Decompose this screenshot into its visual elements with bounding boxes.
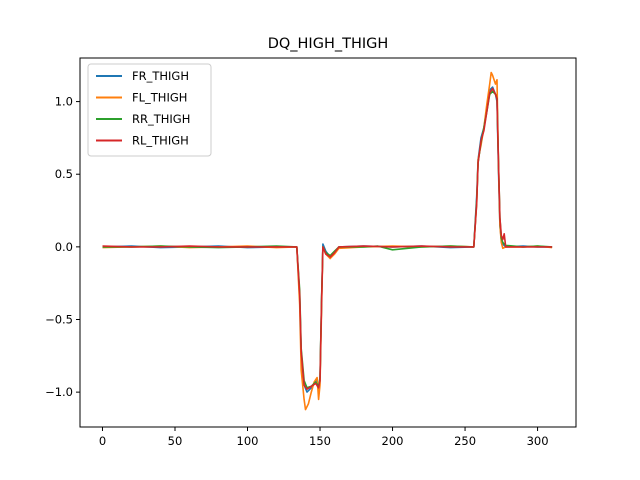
x-axis: 0 50 100 150 200 250 300 <box>99 427 549 448</box>
x-tick-label: 200 <box>382 434 404 448</box>
legend-box <box>87 63 212 157</box>
x-tick-label: 300 <box>527 434 549 448</box>
y-tick-label: 0.0 <box>55 240 73 254</box>
y-tick-label: −1.0 <box>45 385 73 399</box>
x-tick-label: 50 <box>168 434 183 448</box>
legend: FR_THIGH FL_THIGH RR_THIGH RL_THIGH <box>87 63 212 157</box>
axes-frame <box>79 57 577 428</box>
y-tick-label: 1.0 <box>55 95 73 109</box>
legend-label: RR_THIGH <box>132 112 190 126</box>
chart-title: DQ_HIGH_THIGH <box>268 36 389 52</box>
legend-label: RL_THIGH <box>132 134 189 148</box>
x-tick-label: 0 <box>99 434 106 448</box>
y-axis: −1.0 −0.5 0.0 0.5 1.0 <box>45 95 80 399</box>
x-tick-label: 150 <box>309 434 331 448</box>
y-tick-label: −0.5 <box>45 312 73 326</box>
x-tick-label: 100 <box>237 434 259 448</box>
plot-area <box>102 71 553 411</box>
x-tick-label: 250 <box>454 434 476 448</box>
legend-label: FR_THIGH <box>132 69 189 83</box>
series-line-rl-thigh <box>102 87 553 390</box>
y-tick-label: 0.5 <box>55 167 73 181</box>
legend-label: FL_THIGH <box>132 91 187 105</box>
